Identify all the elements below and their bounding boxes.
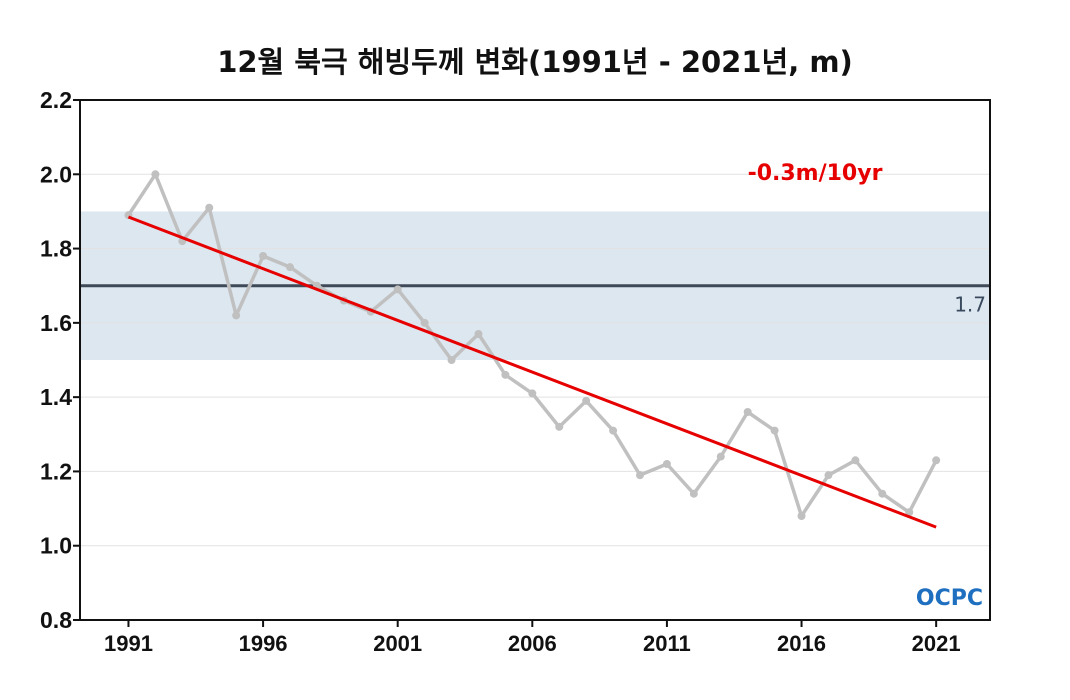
chart-title: 12월 북극 해빙두께 변화(1991년 - 2021년, m) bbox=[217, 45, 853, 79]
data-point bbox=[824, 471, 833, 480]
data-point bbox=[716, 452, 725, 461]
plot-frame bbox=[79, 99, 991, 621]
y-axis: 0.8 1.0 1.2 1.4 1.6 1.8 2.0 2.2 bbox=[40, 87, 80, 633]
data-point bbox=[797, 512, 806, 520]
data-point bbox=[474, 330, 483, 338]
x-tick-label: 2001 bbox=[373, 631, 422, 656]
data-point bbox=[205, 203, 214, 212]
reference-label: 1.7 bbox=[954, 293, 986, 317]
data-point bbox=[932, 456, 941, 465]
x-tick-label: 1991 bbox=[104, 631, 153, 656]
data-point bbox=[878, 489, 887, 498]
data-point bbox=[905, 508, 914, 517]
x-tick-label: 2021 bbox=[912, 631, 961, 656]
x-tick-label: 2011 bbox=[643, 631, 691, 656]
trend-label: -0.3m/10yr bbox=[748, 161, 883, 186]
trend-line bbox=[127, 215, 937, 529]
x-tick-label: 2016 bbox=[777, 631, 826, 656]
data-point bbox=[689, 489, 698, 498]
data-point bbox=[743, 408, 752, 416]
y-tick-label: 1.0 bbox=[40, 533, 72, 559]
x-tick-label: 1996 bbox=[239, 631, 288, 656]
data-point bbox=[501, 370, 510, 379]
data-point bbox=[555, 422, 564, 431]
data-point bbox=[609, 426, 618, 435]
data-point bbox=[420, 318, 429, 327]
y-tick-label: 0.8 bbox=[40, 607, 72, 633]
data-point bbox=[582, 396, 591, 405]
data-point bbox=[636, 471, 644, 480]
data-point bbox=[447, 356, 456, 364]
y-tick-label: 1.8 bbox=[40, 236, 72, 262]
ocpc-logo: OCPC bbox=[916, 586, 983, 611]
data-point bbox=[286, 263, 294, 272]
x-axis: 1991 1996 2001 2006 2011 2016 2021 bbox=[104, 620, 961, 656]
y-tick-label: 1.4 bbox=[40, 384, 72, 410]
y-tick-label: 2.2 bbox=[40, 87, 72, 113]
x-tick-label: 2006 bbox=[508, 631, 557, 656]
data-point bbox=[151, 170, 160, 179]
y-tick-label: 1.6 bbox=[40, 310, 72, 336]
data-point bbox=[232, 311, 241, 320]
data-point bbox=[528, 389, 537, 398]
data-point bbox=[393, 285, 402, 294]
data-point bbox=[259, 252, 268, 260]
y-tick-label: 2.0 bbox=[40, 161, 72, 187]
y-tick-label: 1.2 bbox=[40, 458, 72, 484]
data-point bbox=[770, 426, 779, 435]
data-point bbox=[662, 460, 671, 468]
data-point bbox=[851, 456, 860, 465]
